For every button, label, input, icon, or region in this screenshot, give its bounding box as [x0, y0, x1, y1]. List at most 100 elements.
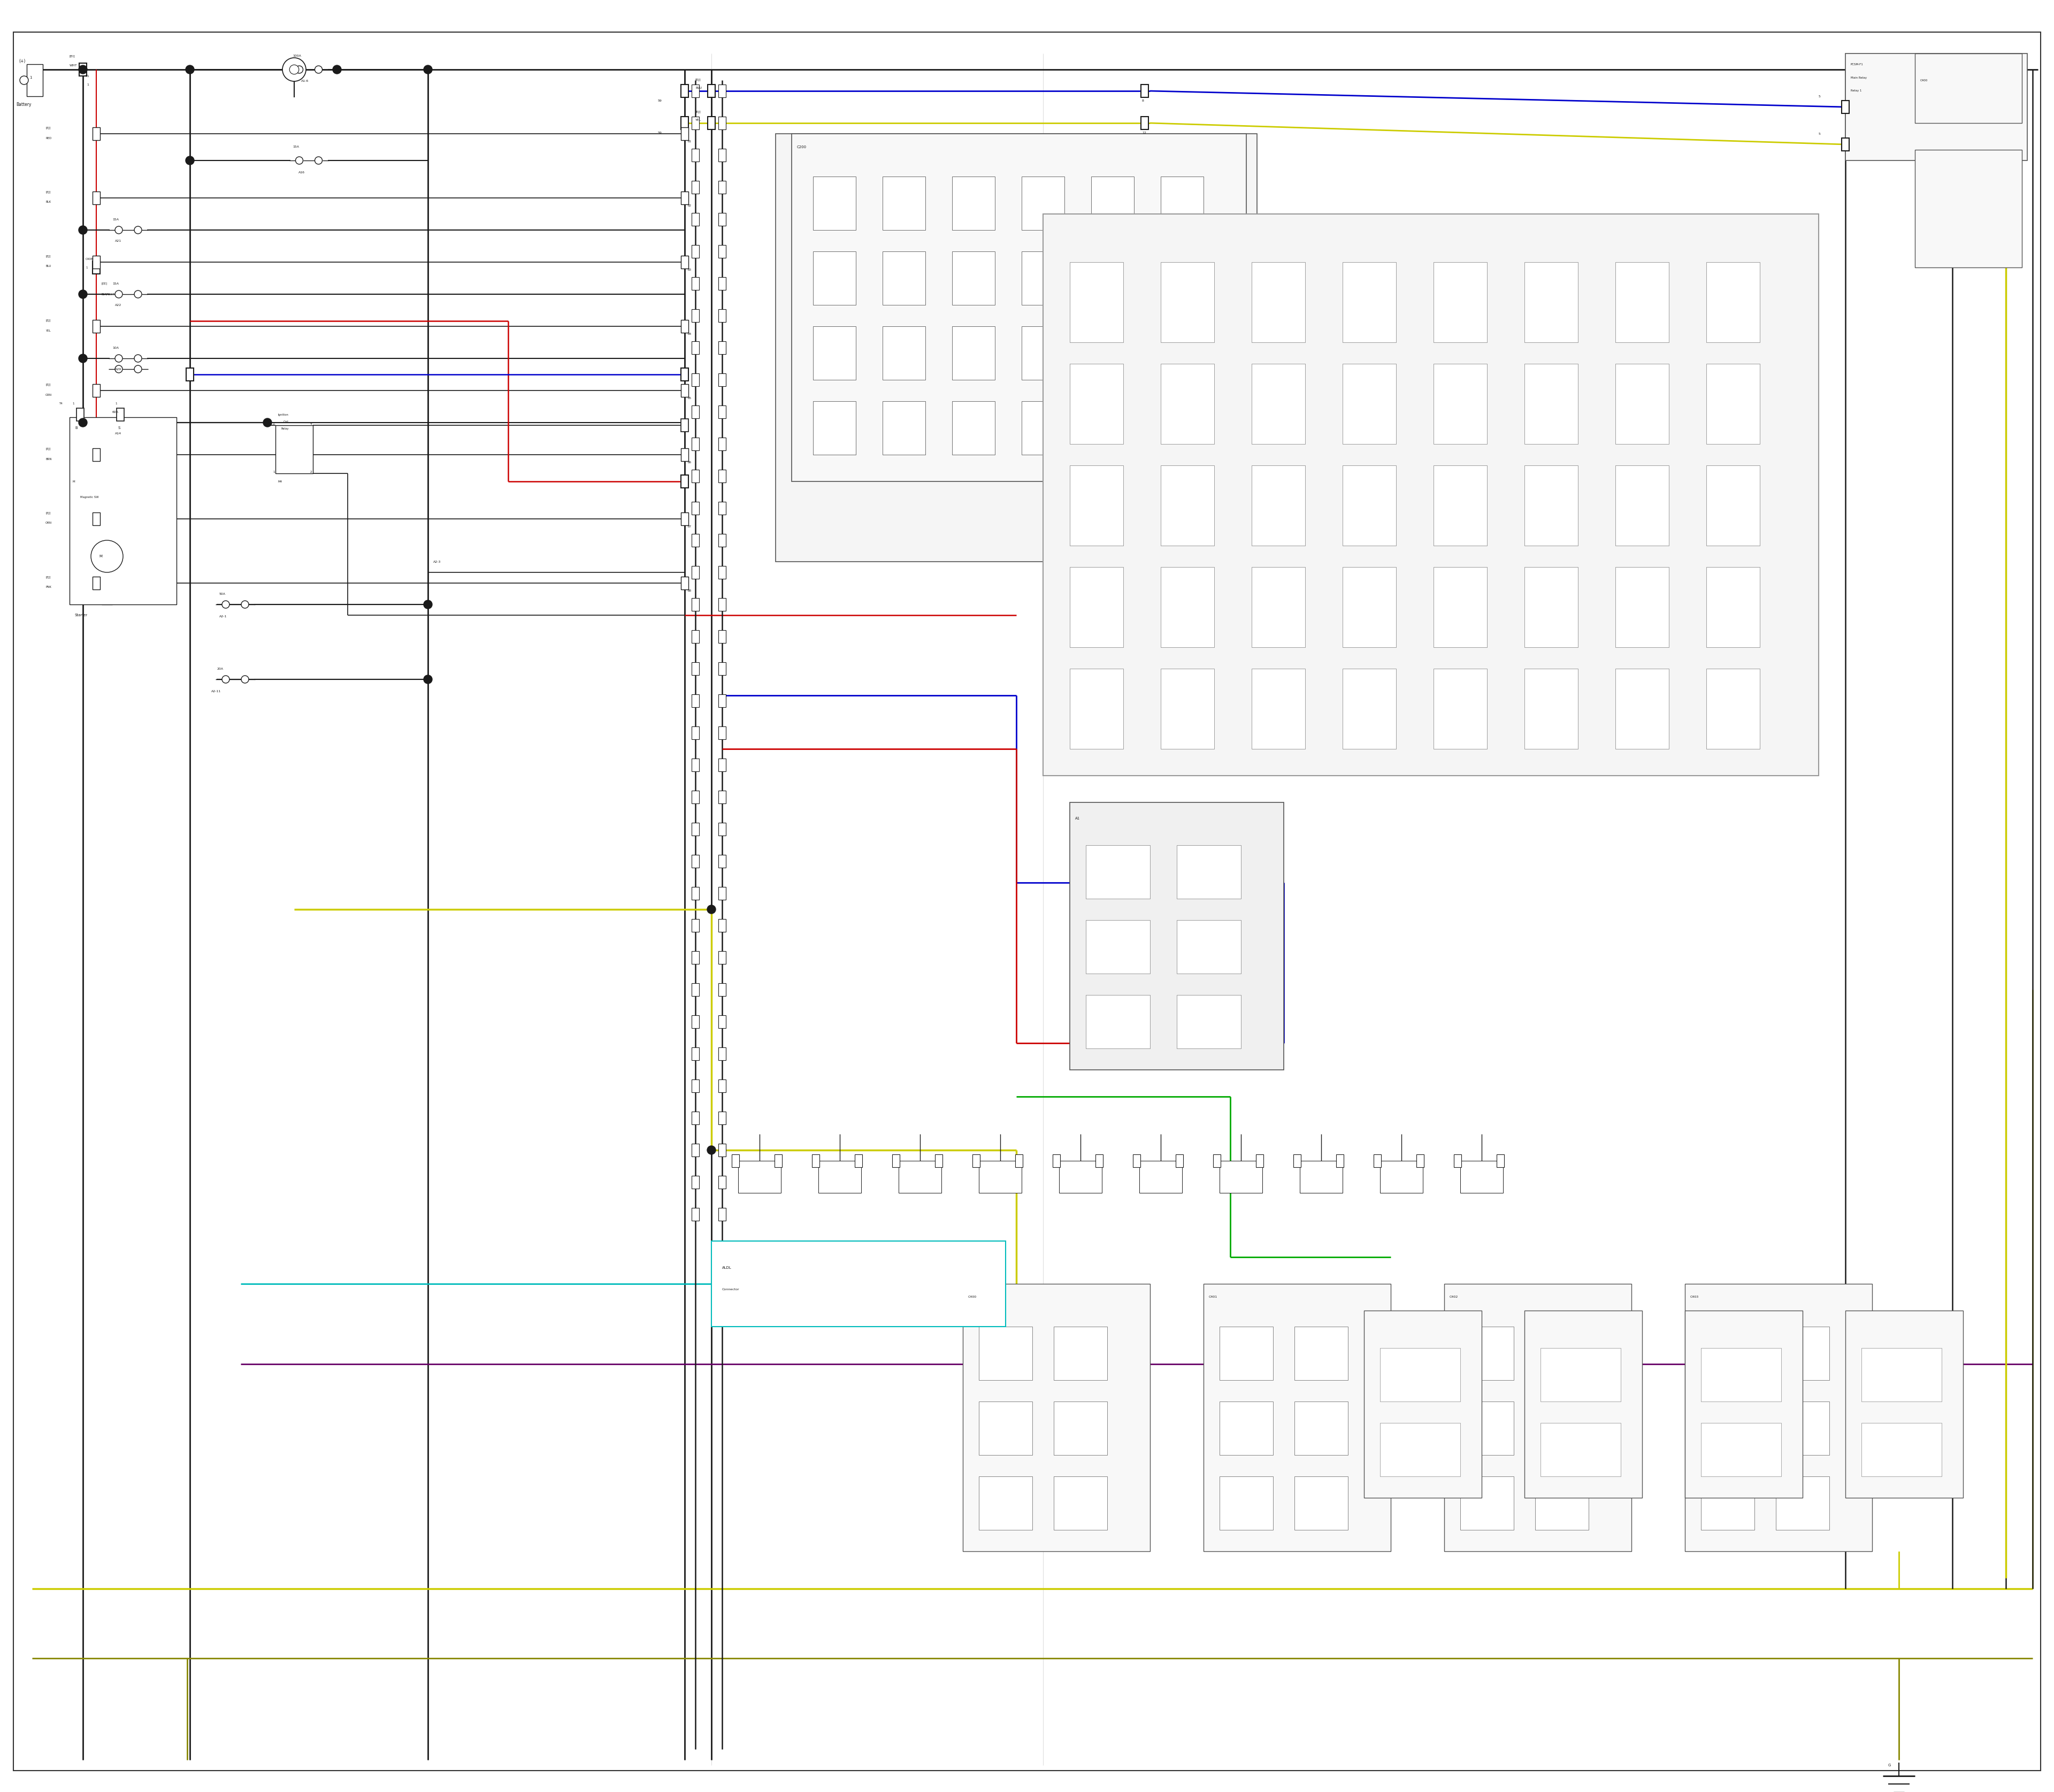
Text: B1: B1	[688, 140, 690, 143]
Circle shape	[185, 65, 195, 73]
Text: WHT: WHT	[70, 65, 78, 66]
Bar	[900, 1161, 941, 1193]
Bar	[980, 1161, 1021, 1193]
Bar	[1220, 1326, 1273, 1380]
Bar	[891, 1154, 900, 1167]
Bar	[883, 326, 926, 380]
Text: T1: T1	[86, 75, 90, 77]
Text: Ignition: Ignition	[277, 414, 290, 416]
Text: C400: C400	[967, 1296, 978, 1299]
Bar	[1707, 668, 1760, 749]
Bar	[719, 149, 725, 161]
Bar	[953, 177, 994, 229]
Bar	[1175, 1154, 1183, 1167]
Bar	[92, 577, 101, 590]
Bar	[1054, 1401, 1107, 1455]
Bar	[1251, 262, 1304, 342]
Bar	[692, 149, 698, 161]
Bar	[682, 256, 688, 269]
Text: YEL: YEL	[696, 118, 700, 122]
Bar	[1161, 326, 1204, 380]
Bar	[1614, 566, 1668, 647]
Bar	[719, 984, 725, 996]
Bar	[719, 790, 725, 803]
Bar	[1015, 1154, 1023, 1167]
Bar	[692, 984, 698, 996]
Bar	[719, 855, 725, 867]
Bar	[935, 1154, 943, 1167]
Bar	[692, 310, 698, 323]
Bar	[1343, 466, 1397, 545]
Text: B4: B4	[688, 333, 690, 335]
Bar	[682, 383, 688, 396]
Text: Starter: Starter	[74, 613, 88, 616]
Bar	[1707, 262, 1760, 342]
Bar	[1524, 566, 1577, 647]
Bar	[92, 383, 101, 396]
Bar	[692, 1176, 698, 1188]
Bar	[1842, 100, 1849, 113]
Bar	[1161, 668, 1214, 749]
Circle shape	[314, 66, 322, 73]
Bar	[1054, 1477, 1107, 1530]
Bar	[719, 1208, 725, 1220]
Bar	[1374, 1154, 1380, 1167]
Bar	[1524, 668, 1577, 749]
Bar	[737, 1161, 781, 1193]
Bar	[692, 790, 698, 803]
Text: 59: 59	[657, 99, 661, 102]
Bar	[682, 127, 688, 140]
Bar	[719, 502, 725, 514]
Text: [EJ]: [EJ]	[45, 192, 51, 194]
Bar	[719, 213, 725, 226]
Bar	[1091, 177, 1134, 229]
Bar	[953, 251, 994, 305]
Bar	[692, 952, 698, 964]
Bar	[692, 823, 698, 835]
Text: T4: T4	[60, 403, 62, 405]
Bar	[719, 437, 725, 450]
Text: A29: A29	[115, 367, 121, 371]
Bar	[1161, 177, 1204, 229]
Text: B2: B2	[688, 204, 690, 208]
Bar	[92, 256, 101, 269]
Bar	[692, 340, 698, 355]
Bar	[692, 181, 698, 194]
Circle shape	[222, 676, 230, 683]
Bar	[1540, 1348, 1621, 1401]
Bar	[1052, 1154, 1060, 1167]
Bar	[1070, 262, 1124, 342]
Bar	[27, 65, 43, 97]
Bar	[187, 367, 193, 382]
Bar	[1540, 1423, 1621, 1477]
Bar	[1417, 1154, 1423, 1167]
Text: ALDL: ALDL	[723, 1267, 731, 1269]
Text: A2-3: A2-3	[433, 561, 442, 563]
Bar	[719, 663, 725, 676]
Bar	[1337, 1154, 1343, 1167]
Circle shape	[423, 676, 431, 683]
Bar	[1255, 1154, 1263, 1167]
Bar	[70, 418, 177, 604]
Circle shape	[423, 65, 431, 73]
Bar	[1524, 262, 1577, 342]
Bar	[719, 534, 725, 547]
Bar	[1161, 251, 1204, 305]
Bar	[719, 1176, 725, 1188]
Bar	[1091, 251, 1134, 305]
Circle shape	[283, 57, 306, 81]
Bar	[1021, 326, 1064, 380]
Circle shape	[185, 156, 195, 165]
Bar	[1343, 668, 1397, 749]
Bar	[682, 192, 688, 204]
Bar	[719, 1079, 725, 1093]
Bar	[1524, 1310, 1641, 1498]
Text: [EJ]: [EJ]	[45, 256, 51, 258]
Bar	[92, 192, 101, 204]
Bar	[1021, 251, 1064, 305]
Text: 12: 12	[1142, 131, 1146, 134]
Bar	[1140, 116, 1148, 129]
Bar	[1177, 995, 1241, 1048]
Bar	[1777, 1401, 1830, 1455]
Bar	[1140, 84, 1148, 97]
